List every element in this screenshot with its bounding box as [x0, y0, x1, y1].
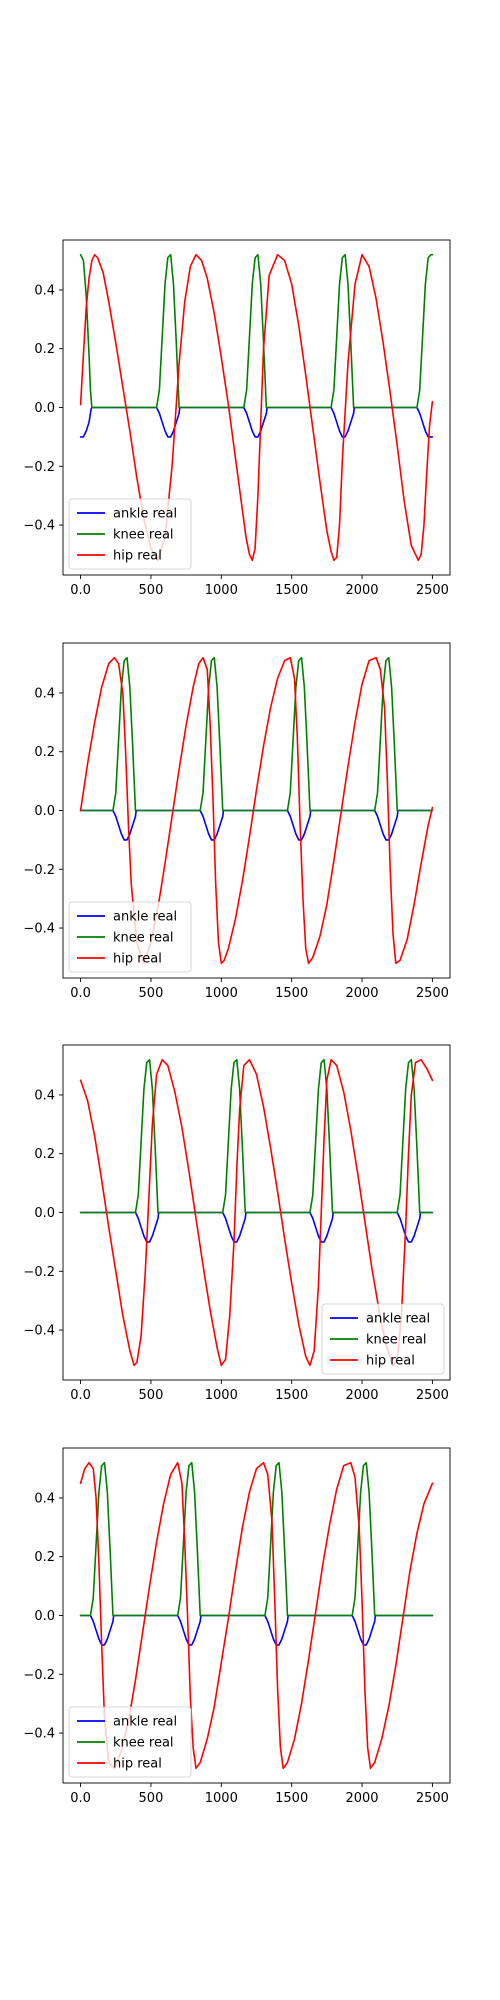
- legend-label: hip real: [113, 952, 162, 967]
- y-tick-label: −0.4: [23, 519, 55, 534]
- legend-label: ankle real: [113, 507, 177, 522]
- x-tick-label: 500: [139, 986, 164, 1001]
- x-tick-label: 500: [139, 583, 164, 598]
- series-line-ankle-real: [79, 809, 434, 841]
- legend-box: [68, 498, 192, 570]
- series-line-knee-real: [79, 253, 434, 409]
- legend-label: ankle real: [113, 910, 177, 925]
- legend-label: hip real: [366, 1354, 415, 1369]
- series-line-knee-real: [79, 1461, 434, 1617]
- y-tick-label: −0.2: [23, 1668, 55, 1683]
- legend: ankle real knee real hip real: [68, 498, 192, 570]
- x-tick-label: 1000: [205, 986, 238, 1001]
- y-tick-label: 0.2: [34, 342, 55, 357]
- x-tick-label: 0.0: [70, 986, 91, 1001]
- legend-box: [321, 1303, 445, 1375]
- x-tick-label: 1500: [275, 986, 308, 1001]
- y-tick-label: −0.2: [23, 460, 55, 475]
- x-tick-label: 1000: [205, 1388, 238, 1403]
- legend-box: [68, 901, 192, 973]
- legend: ankle real knee real hip real: [68, 901, 192, 973]
- legend-label: knee real: [113, 1736, 174, 1751]
- x-tick-label: 0.0: [70, 1388, 91, 1403]
- x-tick-label: 1000: [205, 1791, 238, 1806]
- y-tick-label: 0.2: [34, 745, 55, 760]
- y-tick-label: 0.4: [34, 686, 55, 701]
- chart-panel-2: 0.0 500 1000 1500 2000 2500 0.4 0.2 0.0 −0.2 −0.4 a…: [23, 642, 451, 1001]
- chart-panel-3: 0.0 500 1000 1500 2000 2500 0.4 0.2 0.0 −0.2 −0.4 a…: [23, 1044, 451, 1403]
- y-tick-label: −0.4: [23, 1727, 55, 1742]
- x-tick-label: 0.0: [70, 1791, 91, 1806]
- legend-box: [68, 1706, 192, 1778]
- series-line-ankle-real: [79, 1211, 434, 1243]
- y-tick-label: 0.4: [34, 283, 55, 298]
- y-tick-label: −0.4: [23, 1324, 55, 1339]
- legend-label: hip real: [113, 1757, 162, 1772]
- legend-label: knee real: [113, 931, 174, 946]
- chart-panel-4: 0.0 500 1000 1500 2000 2500 0.4 0.2 0.0 −0.2 −0.4 a…: [23, 1447, 451, 1806]
- legend-label: ankle real: [366, 1312, 430, 1327]
- series-line-ankle-real: [79, 406, 434, 438]
- y-tick-label: 0.4: [34, 1491, 55, 1506]
- x-tick-label: 2500: [416, 1388, 449, 1403]
- x-tick-label: 1500: [275, 583, 308, 598]
- y-tick-label: −0.4: [23, 922, 55, 937]
- y-tick-label: 0.2: [34, 1147, 55, 1162]
- x-tick-label: 2000: [345, 1388, 378, 1403]
- series-group: [79, 253, 434, 562]
- series-line-knee-real: [79, 1058, 434, 1214]
- legend: ankle real knee real hip real: [68, 1706, 192, 1778]
- legend-label: hip real: [113, 549, 162, 564]
- x-tick-label: 1000: [205, 583, 238, 598]
- x-tick-label: 0.0: [70, 583, 91, 598]
- y-tick-label: 0.0: [34, 1609, 55, 1624]
- x-tick-label: 500: [139, 1388, 164, 1403]
- x-tick-label: 2500: [416, 583, 449, 598]
- y-tick-label: 0.4: [34, 1088, 55, 1103]
- series-line-hip-real: [79, 253, 434, 562]
- x-tick-label: 1500: [275, 1791, 308, 1806]
- y-tick-label: −0.2: [23, 1265, 55, 1280]
- x-tick-label: 500: [139, 1791, 164, 1806]
- y-tick-label: −0.2: [23, 863, 55, 878]
- legend-label: ankle real: [113, 1715, 177, 1730]
- chart-panel-1: 0.0 500 1000 1500 2000 2500 0.4 0.2 0.0 −0.2 −0.4 a…: [23, 239, 451, 598]
- y-tick-label: 0.0: [34, 804, 55, 819]
- legend: ankle real knee real hip real: [321, 1303, 445, 1375]
- y-tick-label: 0.0: [34, 401, 55, 416]
- y-tick-label: 0.0: [34, 1206, 55, 1221]
- y-tick-label: 0.2: [34, 1550, 55, 1565]
- series-line-ankle-real: [79, 1614, 434, 1646]
- x-tick-label: 2000: [345, 583, 378, 598]
- x-tick-label: 2000: [345, 986, 378, 1001]
- x-tick-label: 1500: [275, 1388, 308, 1403]
- legend-label: knee real: [113, 528, 174, 543]
- x-tick-label: 2500: [416, 986, 449, 1001]
- legend-label: knee real: [366, 1333, 427, 1348]
- x-tick-label: 2000: [345, 1791, 378, 1806]
- x-tick-label: 2500: [416, 1791, 449, 1806]
